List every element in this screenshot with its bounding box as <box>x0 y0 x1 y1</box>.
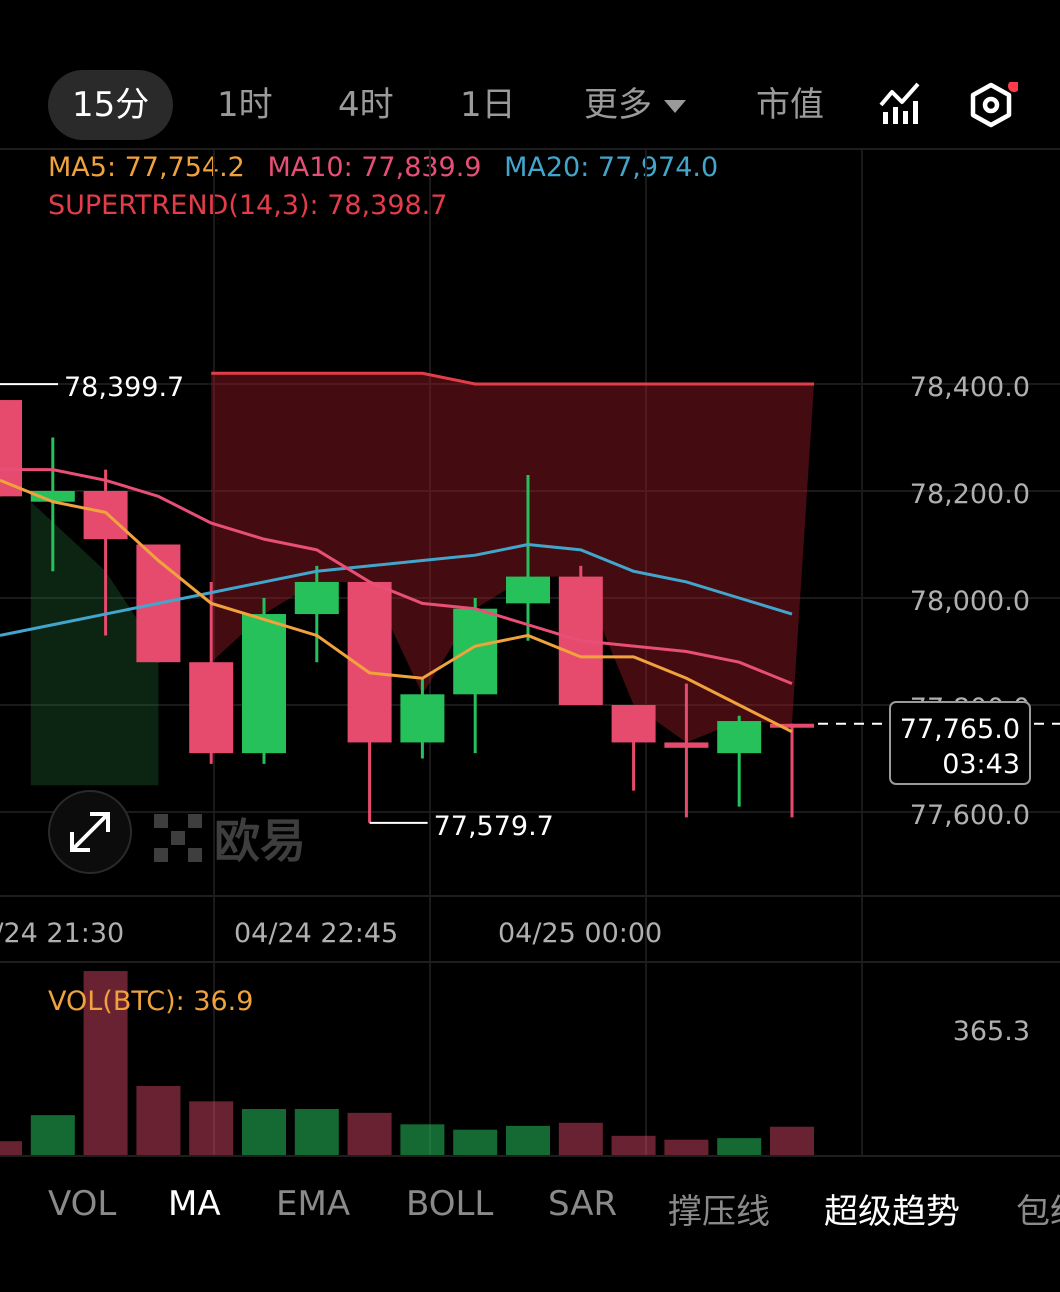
volume-bar <box>558 1122 603 1155</box>
supertrend-up-band <box>30 501 159 786</box>
volume-bar <box>453 1129 498 1155</box>
ma-legend: MA5: 77,754.2 MA10: 77,839.9 MA20: 77,97… <box>48 152 718 183</box>
candle-body <box>189 662 234 754</box>
chart-style-icon[interactable] <box>878 80 924 126</box>
price-chart[interactable]: 78,400.078,200.078,000.077,800.077,600.0… <box>0 0 1060 1160</box>
y-tick-label: 78,000.0 <box>910 586 1030 617</box>
volume-bar <box>664 1139 709 1155</box>
volume-bar <box>136 1086 181 1155</box>
tab-15min[interactable]: 15分 <box>48 70 174 140</box>
candle-body <box>400 694 445 743</box>
candle-body <box>242 614 286 754</box>
ma10-line <box>0 468 793 685</box>
indicator-vol[interactable]: VOL <box>48 1184 117 1224</box>
volume-axis-label: 365.3 <box>953 1016 1030 1047</box>
okx-logo-icon <box>154 814 202 862</box>
volume-bar <box>242 1109 286 1155</box>
settings-icon[interactable] <box>968 80 1020 128</box>
candle-body <box>664 742 709 748</box>
watermark-text: 欧易 <box>214 814 306 868</box>
high-marker-label: 78,399.7 <box>64 372 184 403</box>
tab-4h[interactable]: 4时 <box>338 85 394 125</box>
brand-watermark: 欧易 <box>152 805 306 871</box>
tab-1d[interactable]: 1日 <box>460 85 516 125</box>
timeframe-bar: 15分 1时 4时 1日 更多 市值 <box>0 62 1060 148</box>
candle-body <box>770 723 814 728</box>
indicator-sar[interactable]: SAR <box>548 1184 618 1224</box>
volume-bar <box>0 1141 22 1155</box>
volume-bar <box>189 1101 234 1155</box>
last-price-label: 77,765.0 <box>900 714 1020 745</box>
tab-market-cap[interactable]: 市值 <box>756 85 824 125</box>
volume-bar <box>611 1135 656 1155</box>
volume-bar <box>83 971 128 1155</box>
indicator-envelope[interactable]: 包络 <box>1016 1192 1060 1232</box>
candle-body <box>30 491 75 502</box>
x-tick-label: 04/24 21:30 <box>0 918 124 949</box>
volume-bar <box>30 1115 75 1155</box>
volume-bar <box>506 1125 550 1155</box>
candle-body <box>611 705 656 743</box>
y-tick-label: 78,200.0 <box>910 479 1030 510</box>
volume-bar <box>770 1126 814 1155</box>
chevron-down-icon <box>664 100 686 113</box>
low-marker-label: 77,579.7 <box>434 811 554 842</box>
notification-dot <box>1008 80 1020 92</box>
ma20-line <box>0 542 793 637</box>
ma20-legend: MA20: 77,974.0 <box>504 152 719 183</box>
candle-body <box>83 491 128 540</box>
indicator-boll[interactable]: BOLL <box>406 1184 494 1224</box>
more-dropdown[interactable]: 更多 <box>584 70 686 140</box>
indicator-supertrend[interactable]: 超级趋势 <box>824 1192 960 1232</box>
x-tick-label: 04/25 00:00 <box>498 918 662 949</box>
indicator-ma[interactable]: MA <box>168 1184 221 1224</box>
indicator-bar: VOL MA EMA BOLL SAR 撑压线 超级趋势 包络 <box>0 1168 1060 1248</box>
candle-body <box>717 721 762 754</box>
x-tick-label: 04/24 22:45 <box>234 918 398 949</box>
tab-1h[interactable]: 1时 <box>217 85 273 125</box>
y-tick-label: 77,600.0 <box>910 800 1030 831</box>
supertrend-legend: SUPERTREND(14,3): 78,398.7 <box>48 190 448 221</box>
countdown-label: 03:43 <box>942 749 1020 780</box>
indicator-ema[interactable]: EMA <box>276 1184 351 1224</box>
candle-body <box>506 576 550 604</box>
candle-body <box>0 400 22 497</box>
ma5-line <box>0 478 793 734</box>
expand-icon <box>70 812 110 852</box>
volume-bar <box>294 1109 339 1155</box>
more-label: 更多 <box>584 85 652 125</box>
indicator-support-resistance[interactable]: 撑压线 <box>668 1192 770 1232</box>
supertrend-band <box>211 373 814 743</box>
last-price-box <box>889 701 1031 785</box>
volume-bar <box>347 1112 392 1155</box>
y-tick-label: 78,400.0 <box>910 372 1030 403</box>
volume-bar <box>717 1138 762 1155</box>
divider <box>0 148 1060 150</box>
fullscreen-button[interactable] <box>48 790 132 874</box>
ma5-legend: MA5: 77,754.2 <box>48 152 245 183</box>
candle-body <box>294 581 339 615</box>
supertrend-line <box>211 371 814 386</box>
ma10-legend: MA10: 77,839.9 <box>267 152 482 183</box>
volume-legend: VOL(BTC): 36.9 <box>48 986 254 1017</box>
volume-bar <box>400 1124 445 1155</box>
candle-body <box>453 608 498 695</box>
